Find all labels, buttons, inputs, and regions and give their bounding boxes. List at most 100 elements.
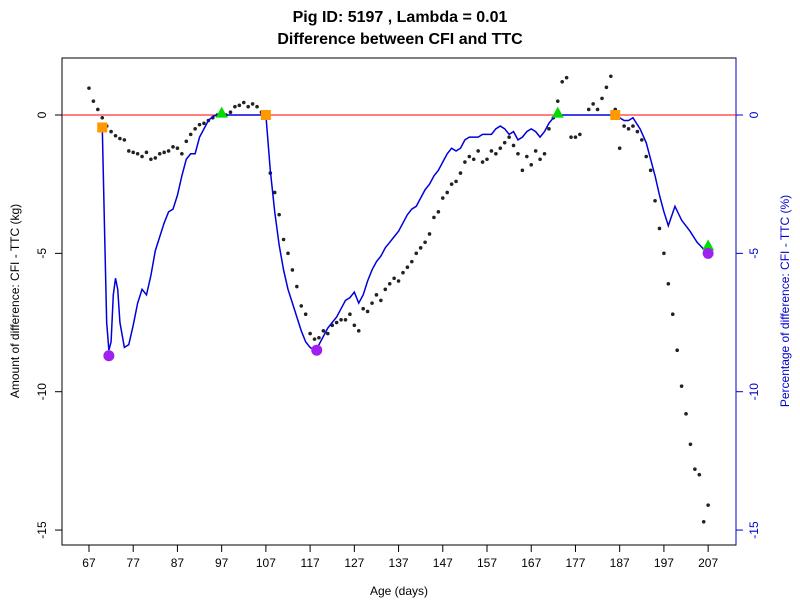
data-point [365,309,370,314]
data-point [118,136,122,141]
data-point [255,104,259,109]
x-tick-label: 147 [433,556,453,570]
data-point [334,320,339,325]
data-point [485,157,489,162]
data-point [109,129,113,134]
triangle-marker [551,106,564,118]
data-point [533,149,538,153]
data-point [644,154,649,159]
x-tick-label: 87 [171,556,185,570]
data-point [701,519,706,524]
data-point [233,104,237,109]
data-point [666,281,671,286]
x-tick-label: 107 [256,556,276,570]
data-point [569,135,573,139]
data-point [427,232,432,236]
data-point [609,74,613,79]
data-point [547,127,551,131]
data-point [361,306,365,311]
x-tick-label: 117 [301,556,320,570]
data-point [144,150,149,155]
data-point [586,107,591,112]
data-point [423,240,427,245]
circle-marker [103,350,115,362]
data-point [706,503,710,507]
y-axis-label: Amount of difference: CFI - TTC (kg) [8,204,22,398]
data-point [595,107,600,112]
data-point [299,304,304,308]
data-point [489,149,494,153]
data-point [312,337,317,341]
data-point [653,198,657,203]
data-point [193,127,197,131]
data-point [564,75,569,80]
data-point [180,151,184,156]
x-tick-label: 137 [389,556,409,570]
data-point [321,329,326,333]
data-point [648,168,653,173]
chart-title: Pig ID: 5197 , Lambda = 0.01 [293,9,508,26]
data-point [688,442,693,447]
y-tick-label: -10 [35,383,49,401]
data-point [140,154,144,159]
plot-frame [61,57,737,546]
data-point [507,135,511,139]
data-point [188,132,193,137]
data-point [396,279,401,283]
data-point [197,122,202,127]
triangle-marker [215,106,228,118]
data-point [560,79,564,84]
y2-tick-label: -5 [747,248,761,259]
data-point [578,132,582,137]
data-point [454,179,458,184]
data-point [410,259,414,264]
data-point [96,107,100,112]
data-point [626,127,631,131]
data-point [622,124,626,128]
data-point [445,190,450,195]
data-point [697,472,702,477]
x-tick-label: 197 [654,556,674,570]
data-point [684,412,688,416]
x-tick-label: 77 [127,556,141,570]
data-point [529,163,534,167]
data-point [379,298,383,303]
data-point [308,331,312,336]
chart-subtitle: Difference between CFI and TTC [277,31,523,48]
data-point [383,287,388,292]
data-point [171,145,175,149]
data-point [476,149,480,153]
data-point [348,312,352,317]
data-point [401,270,405,275]
data-point [317,335,321,340]
data-point [675,348,679,353]
data-point [157,151,162,156]
data-point [617,146,622,151]
data-point [286,251,290,256]
data-point [153,156,158,160]
x-tick-label: 167 [521,556,541,570]
data-point [463,160,467,164]
circle-marker [311,344,323,356]
data-point [591,102,595,106]
data-point [657,226,662,231]
x-axis-label: Age (days) [370,584,428,598]
data-point [339,317,343,322]
x-tick-label: 177 [565,556,585,570]
data-point [184,139,189,144]
square-marker [260,110,271,121]
data-point [241,100,246,105]
data-point [670,312,675,317]
data-point [467,154,472,159]
data-point [122,138,127,142]
y2-tick-label: -10 [747,383,761,401]
y-tick-label: -5 [35,248,49,259]
data-point [511,143,516,148]
y-tick-label: -15 [35,521,49,539]
square-marker [610,110,621,121]
data-point [343,317,348,322]
data-point [494,151,498,156]
data-point [520,168,525,173]
data-point [542,151,547,156]
triangle-marker [702,239,715,251]
